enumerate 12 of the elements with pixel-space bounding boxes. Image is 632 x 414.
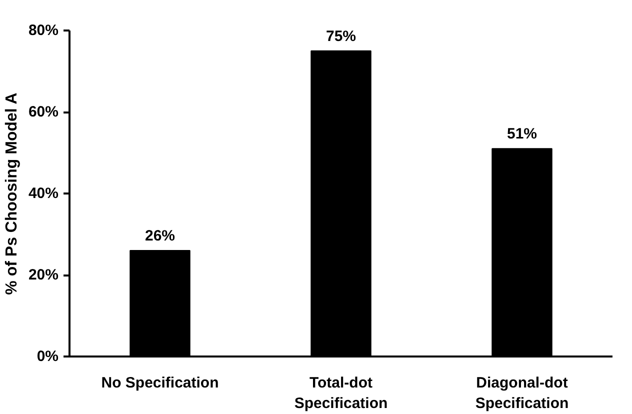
y-tick-label: 20% (28, 266, 59, 284)
y-tick-label: 80% (28, 22, 59, 39)
y-tick-label: 60% (28, 104, 59, 120)
data-label: 51% (506, 126, 538, 143)
x-tick-label: Total-dot Specification (294, 374, 388, 412)
x-tick-label: Diagonal-dot Specification (475, 374, 569, 412)
x-tick-label: No Specification (101, 374, 219, 392)
y-tick-label: 0% (36, 348, 59, 365)
y-axis-title: % of Ps Choosing Model A (3, 92, 20, 295)
data-label: 75% (326, 28, 356, 45)
data-label: 26% (144, 228, 176, 245)
y-tick-label: 40% (28, 185, 59, 202)
